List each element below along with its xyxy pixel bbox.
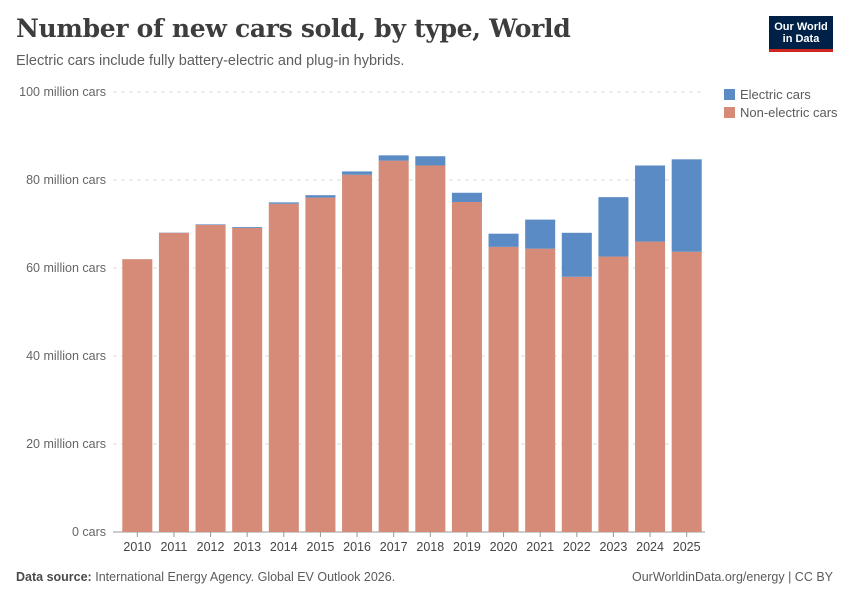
legend-label-electric: Electric cars (740, 86, 811, 102)
data-source-label: Data source: (16, 570, 92, 584)
x-tick-label: 2012 (197, 540, 225, 554)
x-tick-label: 2022 (563, 540, 591, 554)
x-tick-label: 2020 (490, 540, 518, 554)
bar-electric-2024 (635, 165, 666, 242)
logo-line-2: in Data (782, 33, 820, 45)
x-tick-label: 2014 (270, 540, 298, 554)
chart-subtitle: Electric cars include fully battery-elec… (16, 53, 405, 69)
y-tick-label: 80 million cars (26, 173, 106, 187)
bar-non-electric-2021 (525, 248, 556, 532)
footer-link[interactable]: OurWorldinData.org/energy | CC BY (631, 570, 833, 584)
bar-non-electric-2012 (195, 224, 226, 532)
bar-non-electric-2017 (378, 160, 409, 532)
bar-electric-2017 (378, 155, 409, 161)
x-tick-label: 2019 (453, 540, 481, 554)
bar-electric-2014 (268, 202, 299, 204)
y-tick-label: 100 million cars (19, 85, 106, 99)
x-tick-label: 2017 (380, 540, 408, 554)
bar-electric-2023 (598, 197, 629, 257)
x-tick-label: 2015 (307, 540, 335, 554)
bar-electric-2022 (561, 232, 592, 277)
legend: Electric cars Non-electric cars (724, 85, 838, 121)
x-tick-label: 2024 (636, 540, 664, 554)
bar-electric-2012 (195, 224, 226, 225)
legend-label-non-electric: Non-electric cars (740, 104, 838, 120)
bar-non-electric-2023 (598, 256, 629, 532)
legend-item-non-electric[interactable]: Non-electric cars (724, 103, 838, 121)
y-tick-label: 40 million cars (26, 349, 106, 363)
x-tick-label: 2013 (233, 540, 261, 554)
bar-non-electric-2018 (415, 165, 446, 533)
logo-line-1: Our World (774, 21, 828, 33)
x-tick-label: 2025 (673, 540, 701, 554)
bar-non-electric-2016 (342, 174, 373, 532)
bar-non-electric-2013 (232, 227, 263, 532)
y-tick-label: 20 million cars (26, 437, 106, 451)
legend-swatch-electric (724, 88, 735, 100)
bar-electric-2021 (525, 219, 556, 249)
bar-non-electric-2022 (561, 276, 592, 532)
x-tick-label: 2023 (600, 540, 628, 554)
bar-electric-2020 (488, 233, 519, 247)
x-tick-label: 2018 (416, 540, 444, 554)
bar-non-electric-2015 (305, 197, 336, 532)
bar-non-electric-2020 (488, 246, 519, 532)
bar-non-electric-2014 (268, 203, 299, 532)
bar-electric-2025 (671, 159, 702, 252)
x-tick-label: 2021 (526, 540, 554, 554)
legend-item-electric[interactable]: Electric cars (724, 85, 838, 103)
y-tick-label: 0 cars (72, 525, 106, 539)
x-tick-label: 2011 (160, 540, 187, 554)
bar-electric-2016 (342, 171, 373, 175)
bar-electric-2013 (232, 227, 263, 228)
bar-electric-2015 (305, 195, 336, 198)
legend-swatch-non-electric (724, 106, 735, 118)
bar-non-electric-2010 (122, 259, 153, 532)
bar-non-electric-2024 (635, 241, 666, 532)
x-tick-label: 2010 (123, 540, 151, 554)
y-tick-label: 60 million cars (26, 261, 106, 275)
bar-non-electric-2019 (451, 202, 482, 532)
data-source: Data source: International Energy Agency… (16, 570, 395, 584)
x-tick-label: 2016 (343, 540, 371, 554)
owid-logo[interactable]: Our World in Data (769, 16, 833, 52)
bar-electric-2019 (451, 192, 482, 202)
bar-non-electric-2025 (671, 251, 702, 532)
data-source-text[interactable]: International Energy Agency. Global EV O… (95, 570, 396, 584)
bar-non-electric-2011 (158, 232, 189, 533)
bar-electric-2018 (415, 156, 446, 166)
chart-title: Number of new cars sold, by type, World (16, 14, 571, 43)
